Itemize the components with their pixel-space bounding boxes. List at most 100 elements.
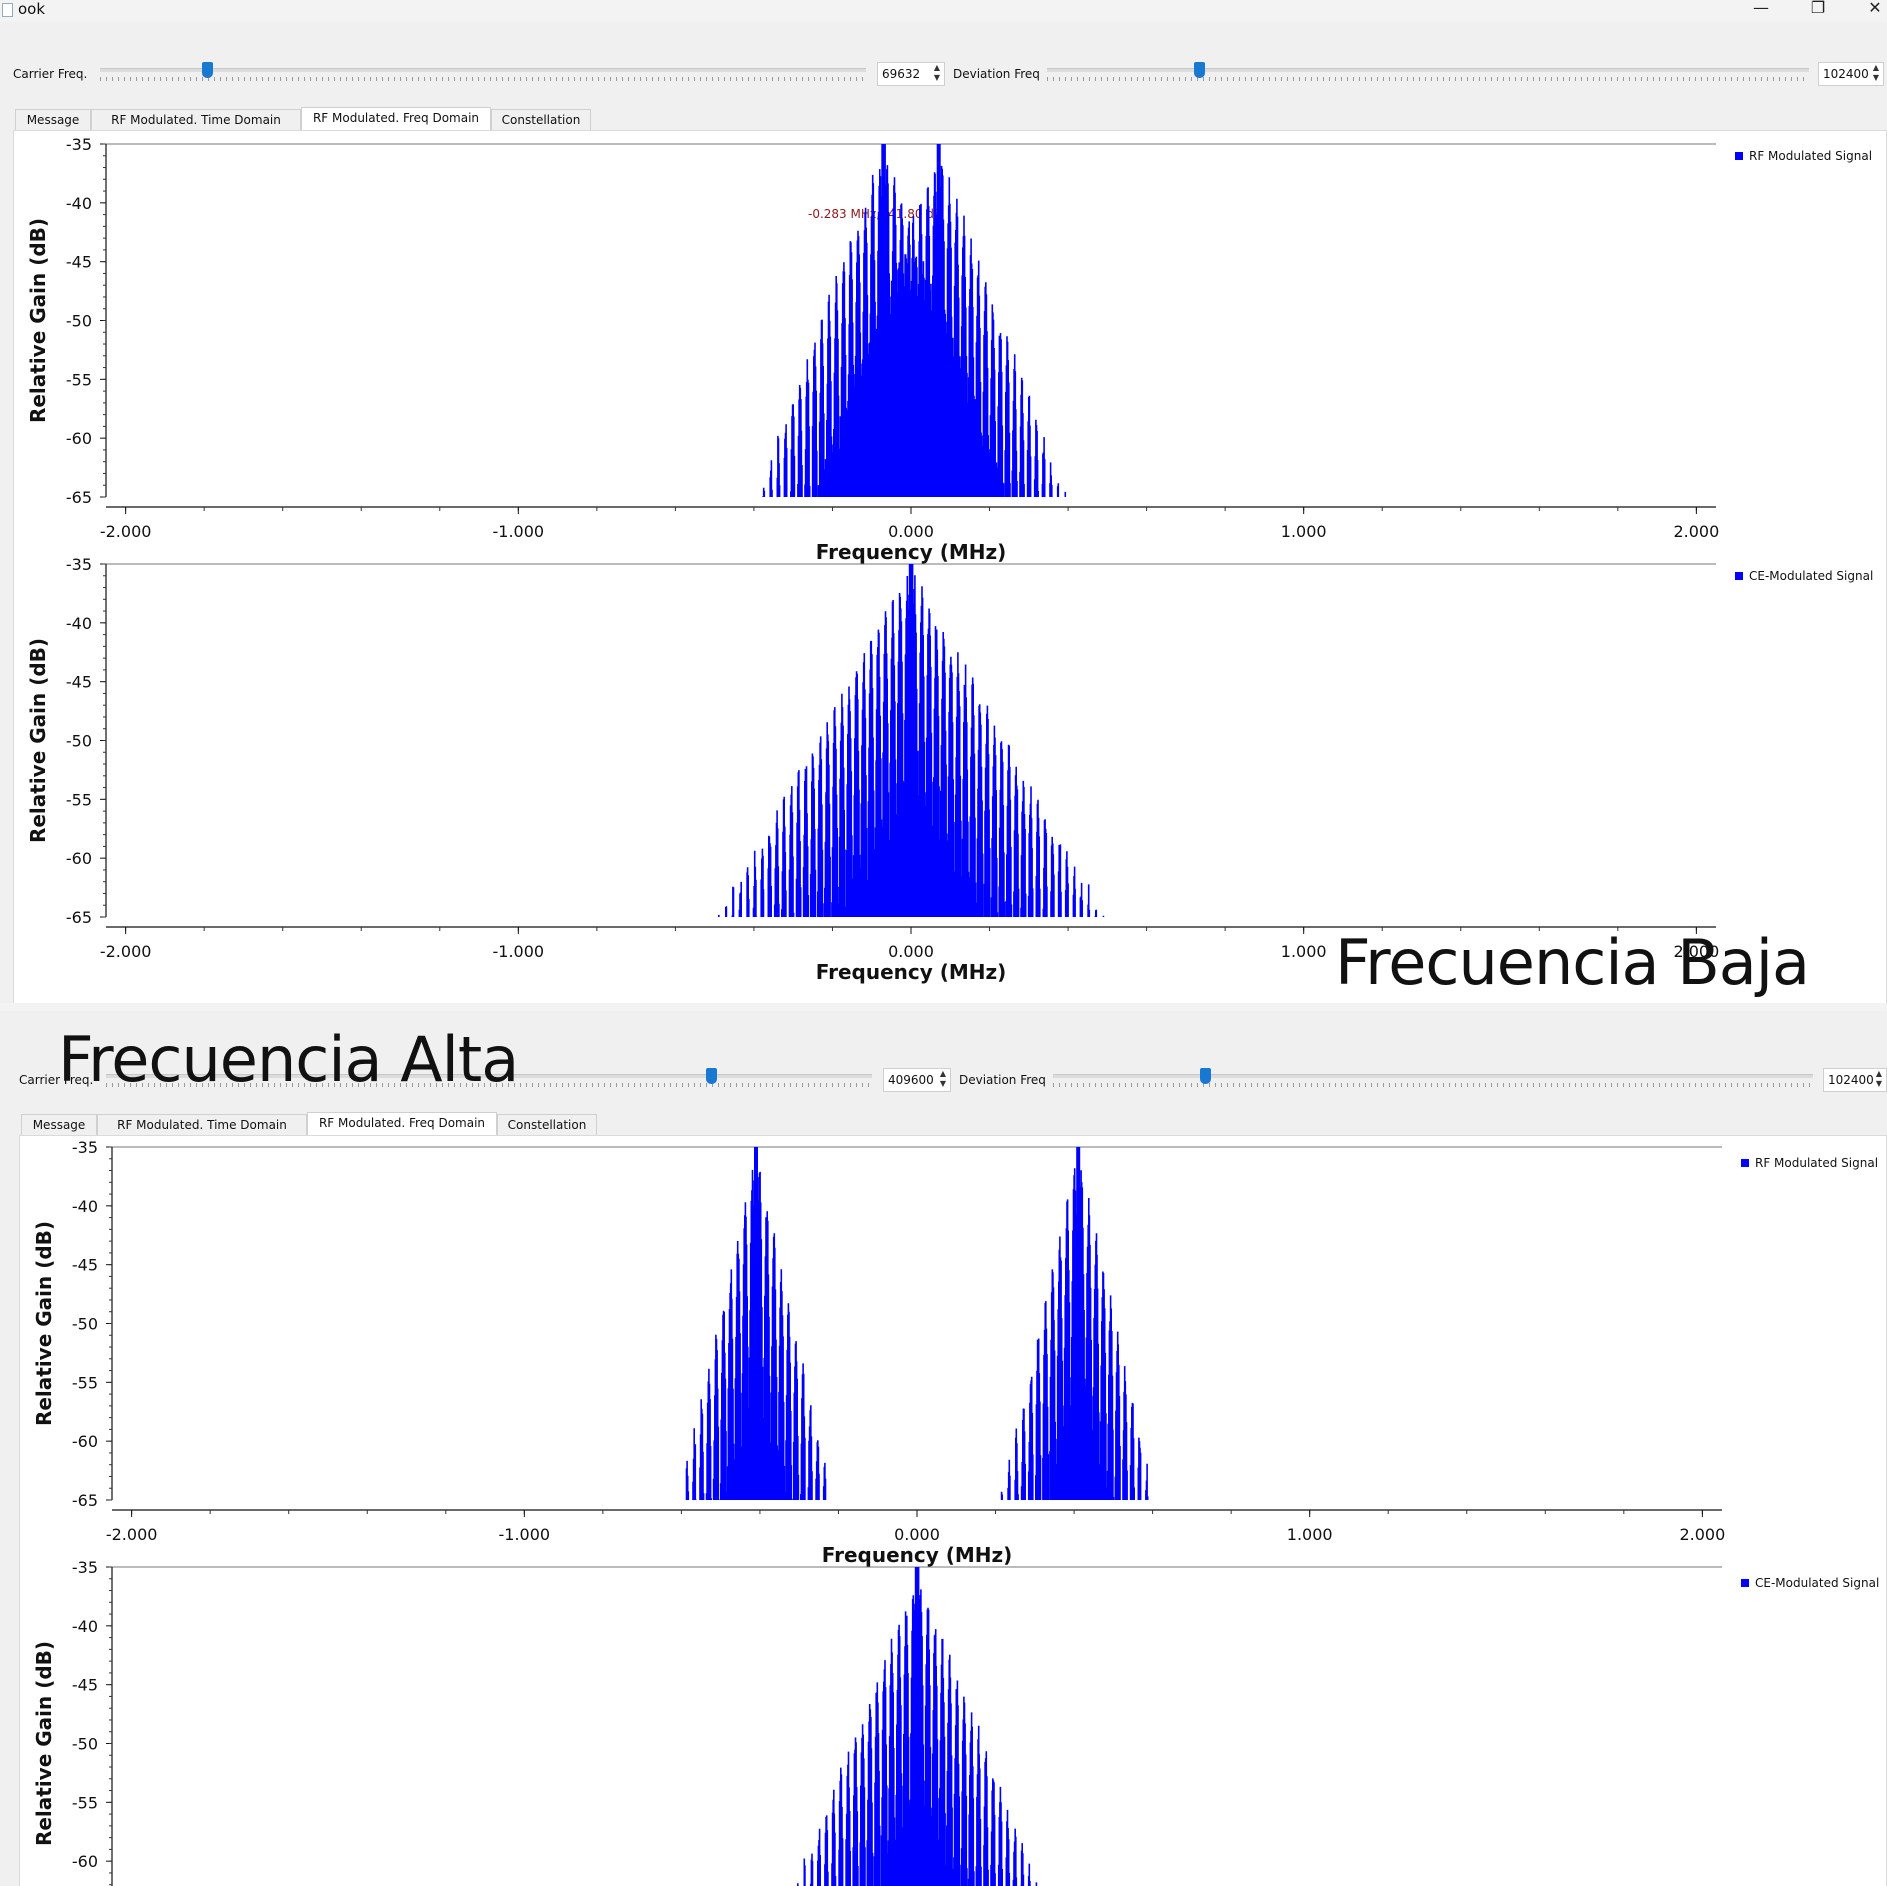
tab-constellation[interactable]: Constellation [497,1114,597,1135]
tab-message[interactable]: Message [21,1114,97,1135]
carrier-freq-spinbox[interactable]: 69632 ▲ ▼ [877,62,945,86]
y-tick-label: -35 [72,1138,98,1157]
close-icon[interactable]: ✕ [1868,0,1882,17]
spectrum-svg: -35 -40 -45 -50 -55 -60 -65 -2.000 -1.000 0.000 1.… [26,135,1719,564]
y-axis-title: Relative Gain (dB) [26,218,50,423]
annotation-high-frequency: Frecuencia Alta [58,1023,519,1096]
y-tick-label: -50 [72,1735,98,1754]
carrier-freq-spinbox[interactable]: 409600 ▲ ▼ [883,1068,951,1092]
deviation-freq-slider[interactable] [1047,62,1809,93]
legend-swatch [1741,1159,1749,1167]
x-tick-label: 1.000 [1281,522,1327,541]
x-tick-label: 0.000 [894,1525,940,1544]
tab-rf-freq-domain[interactable]: RF Modulated. Freq Domain [301,107,491,131]
spectrum-trace [797,1567,1038,1886]
x-tick-label: -1.000 [493,522,545,541]
x-tick-label: -2.000 [100,522,152,541]
restore-icon[interactable]: ❐ [1810,0,1826,17]
slider-groove [106,1074,872,1078]
legend-label: RF Modulated Signal [1749,149,1873,163]
y-tick-label: -55 [66,790,92,809]
legend-swatch [1735,152,1743,160]
y-tick-label: -55 [66,370,92,389]
deviation-freq-value: 102400 [1823,67,1869,81]
x-tick-label: 2.000 [1673,522,1719,541]
y-tick-label: -40 [66,614,92,633]
y-tick-label: -60 [72,1432,98,1451]
x-axis-title: Frequency (MHz) [822,1543,1013,1567]
legend-swatch [1741,1579,1749,1587]
x-tick-label: -1.000 [493,942,545,961]
slider-ticks [100,77,866,81]
y-axis-title: Relative Gain (dB) [32,1221,56,1426]
spin-arrows-icon[interactable]: ▲ ▼ [1875,1069,1883,1088]
y-tick-label: -65 [66,488,92,507]
annotation-low-frequency: Frecuencia Baja [1335,926,1810,999]
deviation-freq-value: 102400 [1828,1073,1874,1087]
y-tick-label: -40 [72,1617,98,1636]
carrier-freq-slider[interactable] [100,62,866,93]
tab-rf-time-domain[interactable]: RF Modulated. Time Domain [97,1114,307,1135]
slider-handle[interactable] [706,1068,718,1084]
x-tick-label: 2.000 [1679,1525,1725,1544]
legend-swatch [1735,572,1743,580]
y-tick-label: -65 [66,908,92,927]
spin-arrows-icon[interactable]: ▲ ▼ [933,63,941,82]
y-tick-label: -60 [72,1852,98,1871]
deviation-freq-label: Deviation Freq [959,1073,1046,1087]
slider-groove [100,68,866,72]
peak-marker-label: -0.283 MHz, -41.80 dB [808,207,943,221]
deviation-freq-spinbox[interactable]: 102400 ▲ ▼ [1823,1068,1887,1092]
x-tick-label: -2.000 [106,1525,158,1544]
carrier-freq-label: Carrier Freq. [13,67,88,81]
tab-rf-time-domain[interactable]: RF Modulated. Time Domain [91,109,301,130]
tab-message[interactable]: Message [15,109,91,130]
legend-rf-modulated-signal: RF Modulated Signal [1741,1156,1878,1170]
y-tick-label: -55 [72,1373,98,1392]
slider-ticks [106,1083,872,1087]
spectrum-svg: -35 -40 -45 -50 -55 -60 Relative Gain (dB) [32,1558,1722,1886]
slider-ticks [1053,1083,1813,1087]
y-tick-label: -50 [66,312,92,331]
y-tick-label: -45 [66,253,92,272]
x-axis-title: Frequency (MHz) [816,960,1007,984]
slider-handle[interactable] [1200,1068,1211,1084]
y-tick-label: -45 [72,1676,98,1695]
x-tick-label: -2.000 [100,942,152,961]
spectrum-trace [762,144,1067,497]
deviation-freq-slider[interactable] [1053,1068,1813,1099]
x-tick-label: 2.000 [1673,942,1719,961]
spin-arrows-icon[interactable]: ▲ ▼ [939,1069,947,1088]
carrier-freq-value: 69632 [882,67,921,81]
slider-handle[interactable] [1194,62,1206,78]
deviation-freq-spinbox[interactable]: 102400 ▲ ▼ [1818,62,1884,86]
tab-rf-freq-domain[interactable]: RF Modulated. Freq Domain [307,1112,497,1136]
title-bar: ook — ❐ ✕ [0,0,1887,22]
legend-ce-modulated-signal: CE-Modulated Signal [1735,569,1873,583]
legend-label: CE-Modulated Signal [1749,569,1874,583]
y-axis-title: Relative Gain (dB) [32,1641,56,1846]
y-tick-label: -60 [66,849,92,868]
spectrum-svg: -35 -40 -45 -50 -55 -60 -65 -2.000 -1.000 0.000 1.… [26,555,1719,984]
spectrum-trace [685,1147,1149,1500]
tab-bar: Message RF Modulated. Time Domain RF Mod… [21,1112,1021,1136]
spin-arrows-icon[interactable]: ▲ ▼ [1872,63,1880,82]
y-tick-label: -35 [66,555,92,574]
carrier-freq-value: 409600 [888,1073,934,1087]
legend-rf-modulated-signal: RF Modulated Signal [1735,149,1872,163]
tab-constellation[interactable]: Constellation [491,109,591,130]
x-tick-label: 0.000 [888,522,934,541]
y-tick-label: -55 [72,1793,98,1812]
title-bar [0,1003,1887,1011]
y-tick-label: -50 [72,1315,98,1334]
y-tick-label: -45 [66,673,92,692]
y-tick-label: -35 [72,1558,98,1577]
ook-window-low: ook — ❐ ✕ Carrier Freq. 69632 ▲ ▼ Deviati… [0,0,1887,1010]
slider-groove [1053,1074,1813,1078]
minimize-icon[interactable]: — [1753,0,1769,17]
x-tick-label: 1.000 [1287,1525,1333,1544]
slider-handle[interactable] [202,62,214,78]
carrier-freq-slider[interactable] [106,1068,872,1099]
y-tick-label: -40 [66,194,92,213]
y-tick-label: -40 [72,1197,98,1216]
